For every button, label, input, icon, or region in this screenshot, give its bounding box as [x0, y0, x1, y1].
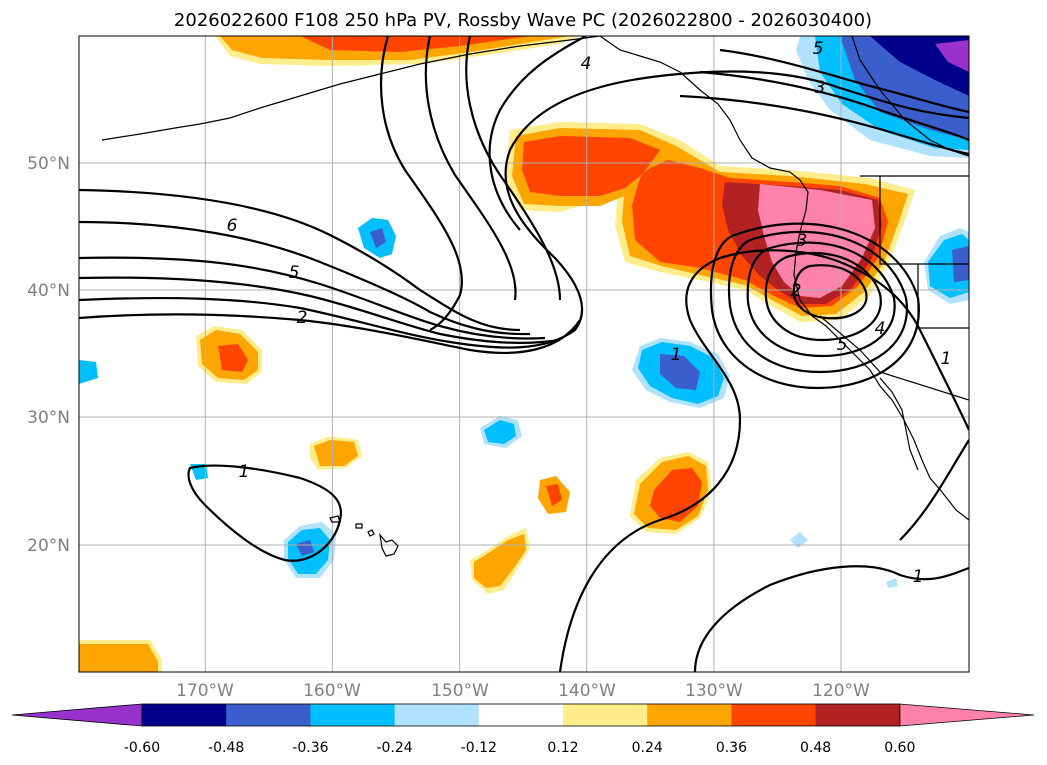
contour-label: 5 [289, 263, 300, 283]
lat-label: 40°N [27, 281, 70, 301]
colorbar-extend-min [11, 703, 143, 727]
lon-labels: 170°W 160°W 150°W 140°W 130°W 120°W [176, 681, 870, 701]
colorbar-label: -0.48 [208, 740, 244, 756]
colorbar-segment [731, 704, 817, 726]
colorbar-segment [647, 704, 732, 726]
contour-labels: 4 5 3 6 5 2 3 1 2 4 5 1 1 1 [227, 39, 952, 587]
map-frame [78, 35, 970, 673]
colorbar-segments [11, 703, 1035, 727]
colorbar: -0.60 -0.48 -0.36 -0.24 -0.12 0.12 0.24 … [11, 703, 1035, 756]
colorbar-segment [815, 704, 901, 726]
pc-contours [79, 36, 969, 672]
colorbar-segment [478, 704, 564, 726]
contour-label: 2 [297, 308, 308, 328]
map-title: 2026022600 F108 250 hPa PV, Rossby Wave … [174, 10, 872, 31]
contour-label: 5 [837, 335, 848, 355]
contour-label: 4 [875, 319, 886, 339]
contour-label: 4 [581, 54, 592, 74]
lon-label: 150°W [431, 681, 489, 701]
contour-label: 3 [797, 231, 808, 251]
colorbar-labels: -0.60 -0.48 -0.36 -0.24 -0.12 0.12 0.24 … [124, 740, 916, 756]
contour-label: 1 [239, 462, 250, 482]
lon-label: 120°W [812, 681, 870, 701]
colorbar-label: -0.60 [124, 740, 160, 756]
colorbar-segment [226, 704, 311, 726]
lon-label: 170°W [176, 681, 234, 701]
contour-label: 1 [671, 345, 682, 365]
colorbar-label: 0.36 [716, 740, 747, 756]
map-panel: 4 5 3 6 5 2 3 1 2 4 5 1 1 1 [78, 35, 970, 673]
lat-label: 30°N [27, 408, 70, 428]
pv-shading [79, 36, 969, 672]
colorbar-segment [563, 704, 648, 726]
colorbar-label: -0.12 [461, 740, 497, 756]
colorbar-segment [394, 704, 480, 726]
contour-label: 5 [813, 39, 824, 59]
lat-label: 20°N [27, 536, 70, 556]
lon-label: 140°W [558, 681, 616, 701]
colorbar-label: 0.24 [632, 740, 663, 756]
colorbar-label: -0.36 [292, 740, 328, 756]
colorbar-label: 0.12 [547, 740, 578, 756]
contour-label: 1 [941, 349, 952, 369]
lat-labels: 50°N 40°N 30°N 20°N [27, 154, 70, 556]
contour-label: 6 [227, 216, 238, 236]
colorbar-extend-max [899, 703, 1035, 727]
colorbar-frame [141, 703, 901, 727]
lat-label: 50°N [27, 154, 70, 174]
colorbar-segment [142, 704, 227, 726]
colorbar-label: 0.48 [800, 740, 831, 756]
colorbar-label: -0.24 [376, 740, 412, 756]
contour-label: 1 [913, 567, 924, 587]
lon-label: 160°W [303, 681, 361, 701]
colorbar-segment [310, 704, 396, 726]
contour-label: 3 [815, 78, 826, 98]
colorbar-label: 0.60 [884, 740, 915, 756]
contour-label: 2 [791, 281, 802, 301]
lon-label: 130°W [685, 681, 743, 701]
